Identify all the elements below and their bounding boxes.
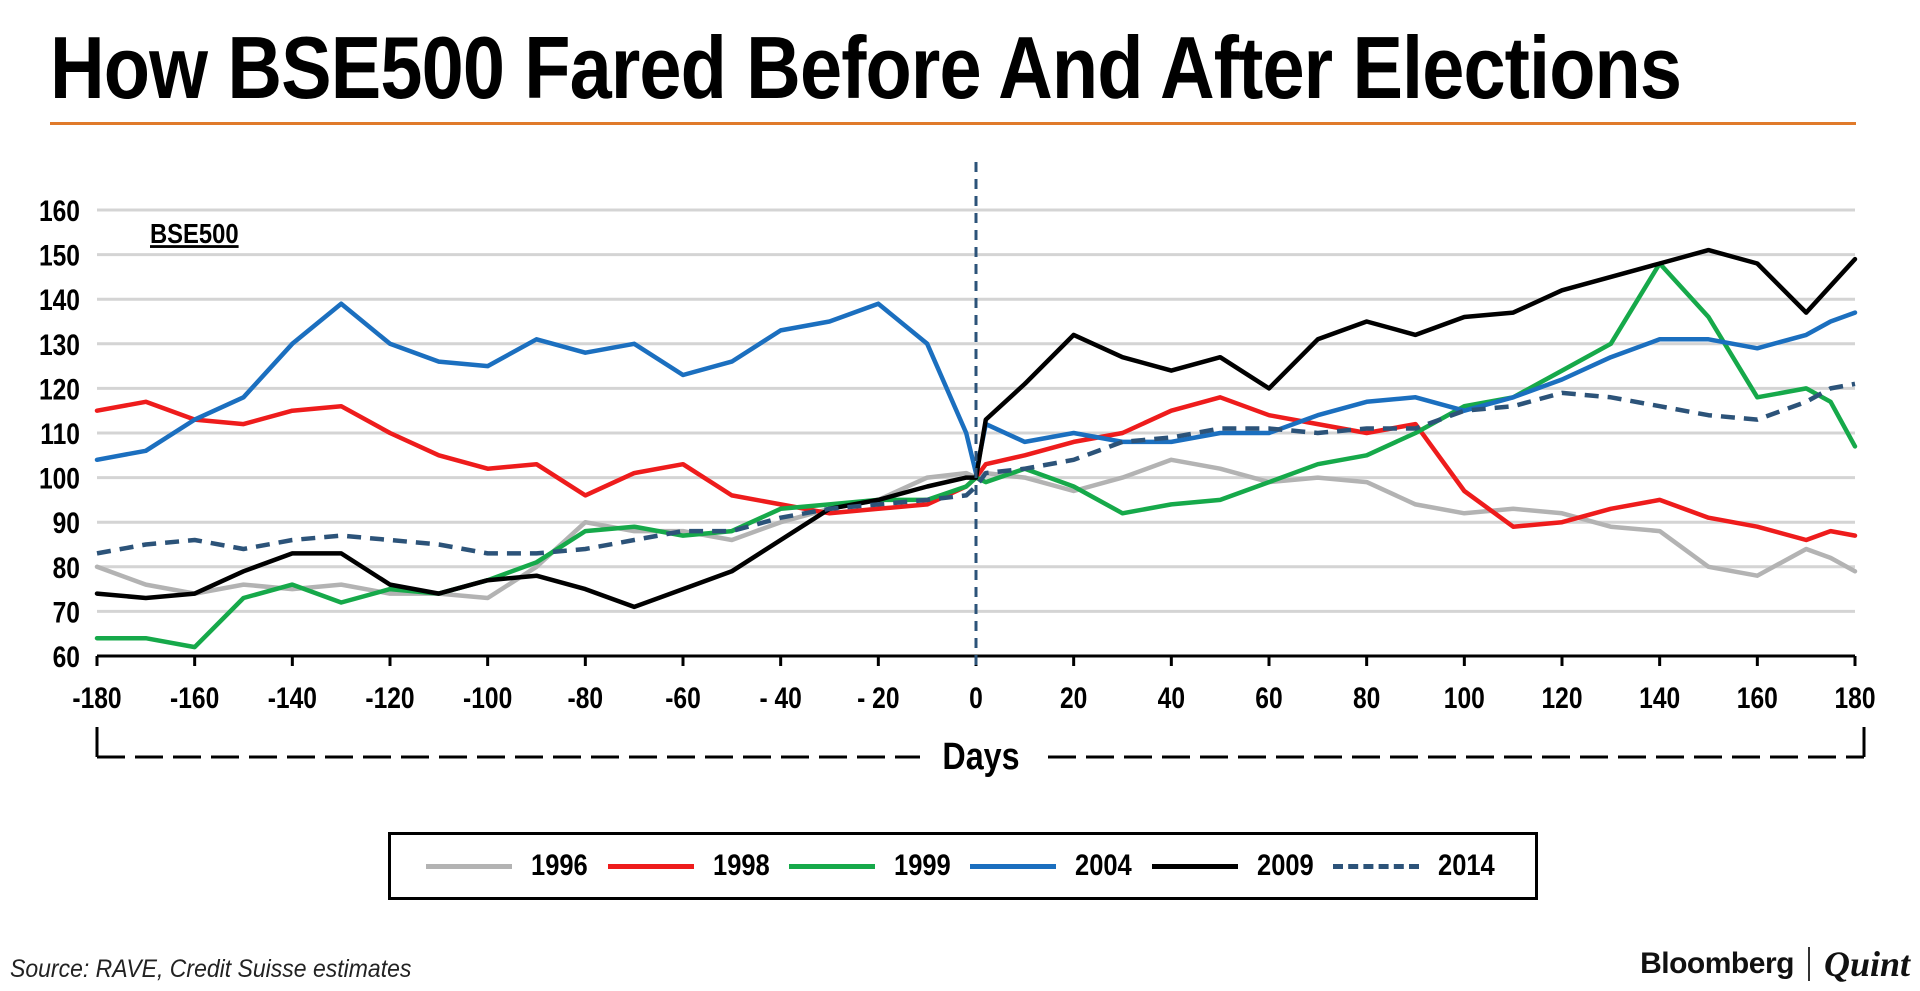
page-title: How BSE500 Fared Before And After Electi… [50, 18, 1682, 117]
source-note: Source: RAVE, Credit Suisse estimates [10, 955, 412, 983]
x-tick-label: -140 [268, 681, 317, 715]
legend-label-1996: 1996 [531, 849, 589, 882]
x-tick-label: 180 [1834, 681, 1875, 715]
legend-item-2004: 2004 [970, 849, 1137, 883]
y-tick-label: 90 [53, 506, 80, 540]
x-tick-label: -100 [463, 681, 512, 715]
x-tick-label: 80 [1353, 681, 1380, 715]
y-tick-label: 150 [39, 238, 80, 272]
legend-swatch-1996 [426, 863, 513, 869]
legend-swatch-2004 [970, 863, 1057, 869]
legend-swatch-1999 [788, 863, 875, 869]
y-tick-label: 120 [39, 372, 80, 406]
legend-item-1998: 1998 [607, 849, 775, 883]
x-tick-label: -60 [665, 681, 701, 715]
x-tick-label: 0 [969, 681, 983, 715]
legend-label-1999: 1999 [893, 849, 951, 882]
x-tick-label: 100 [1444, 681, 1485, 715]
title-underline [50, 122, 1856, 125]
x-tick-label: -80 [568, 681, 604, 715]
series-line-1998 [94, 395, 1858, 543]
chart-inner-label: BSE500 [150, 217, 239, 249]
x-tick-label: -120 [365, 681, 414, 715]
x-tick-label: 20 [1060, 681, 1087, 715]
y-tick-label: 160 [39, 194, 80, 228]
brand-logo: Bloomberg Quint [1640, 942, 1910, 986]
y-tick-label: 140 [39, 283, 80, 317]
brand-bloomberg: Bloomberg [1640, 947, 1794, 980]
legend-label-2004: 2004 [1075, 849, 1133, 882]
legend-item-2014: 2014 [1332, 849, 1500, 883]
days-axis-bracket: Days [95, 727, 1866, 778]
legend-label-1998: 1998 [712, 849, 770, 882]
legend-item-2009: 2009 [1151, 849, 1319, 883]
x-tick-label: -180 [72, 681, 121, 715]
series-line-2014 [96, 381, 1856, 556]
y-tick-label: 70 [53, 595, 80, 629]
y-tick-label: 130 [39, 327, 80, 361]
chart-legend: 1996 1998 1999 2004 2009 2014 [388, 832, 1538, 900]
series-line-2009 [94, 247, 1858, 610]
x-axis-label: Days [942, 736, 1019, 778]
x-tick-label: 160 [1737, 681, 1778, 715]
brand-quint: Quint [1823, 944, 1910, 984]
y-tick-label: 60 [53, 640, 80, 674]
legend-label-2014: 2014 [1437, 849, 1495, 882]
x-tick-label: - 20 [857, 681, 899, 715]
y-tick-label: 110 [40, 417, 80, 451]
x-tick-label: 120 [1541, 681, 1582, 715]
x-tick-label: 40 [1158, 681, 1185, 715]
legend-item-1996: 1996 [426, 849, 593, 883]
y-tick-label: 100 [39, 461, 80, 495]
x-tick-label: 140 [1639, 681, 1680, 715]
legend-swatch-1998 [607, 863, 694, 869]
brand-separator [1807, 947, 1810, 981]
legend-swatch-2009 [1151, 863, 1238, 869]
legend-swatch-2014 [1332, 863, 1419, 869]
x-tick-label: - 40 [759, 681, 801, 715]
legend-item-1999: 1999 [788, 849, 956, 883]
y-tick-label: 80 [53, 550, 80, 584]
legend-label-2009: 2009 [1256, 849, 1314, 882]
x-tick-label: -160 [170, 681, 219, 715]
x-tick-label: 60 [1255, 681, 1282, 715]
